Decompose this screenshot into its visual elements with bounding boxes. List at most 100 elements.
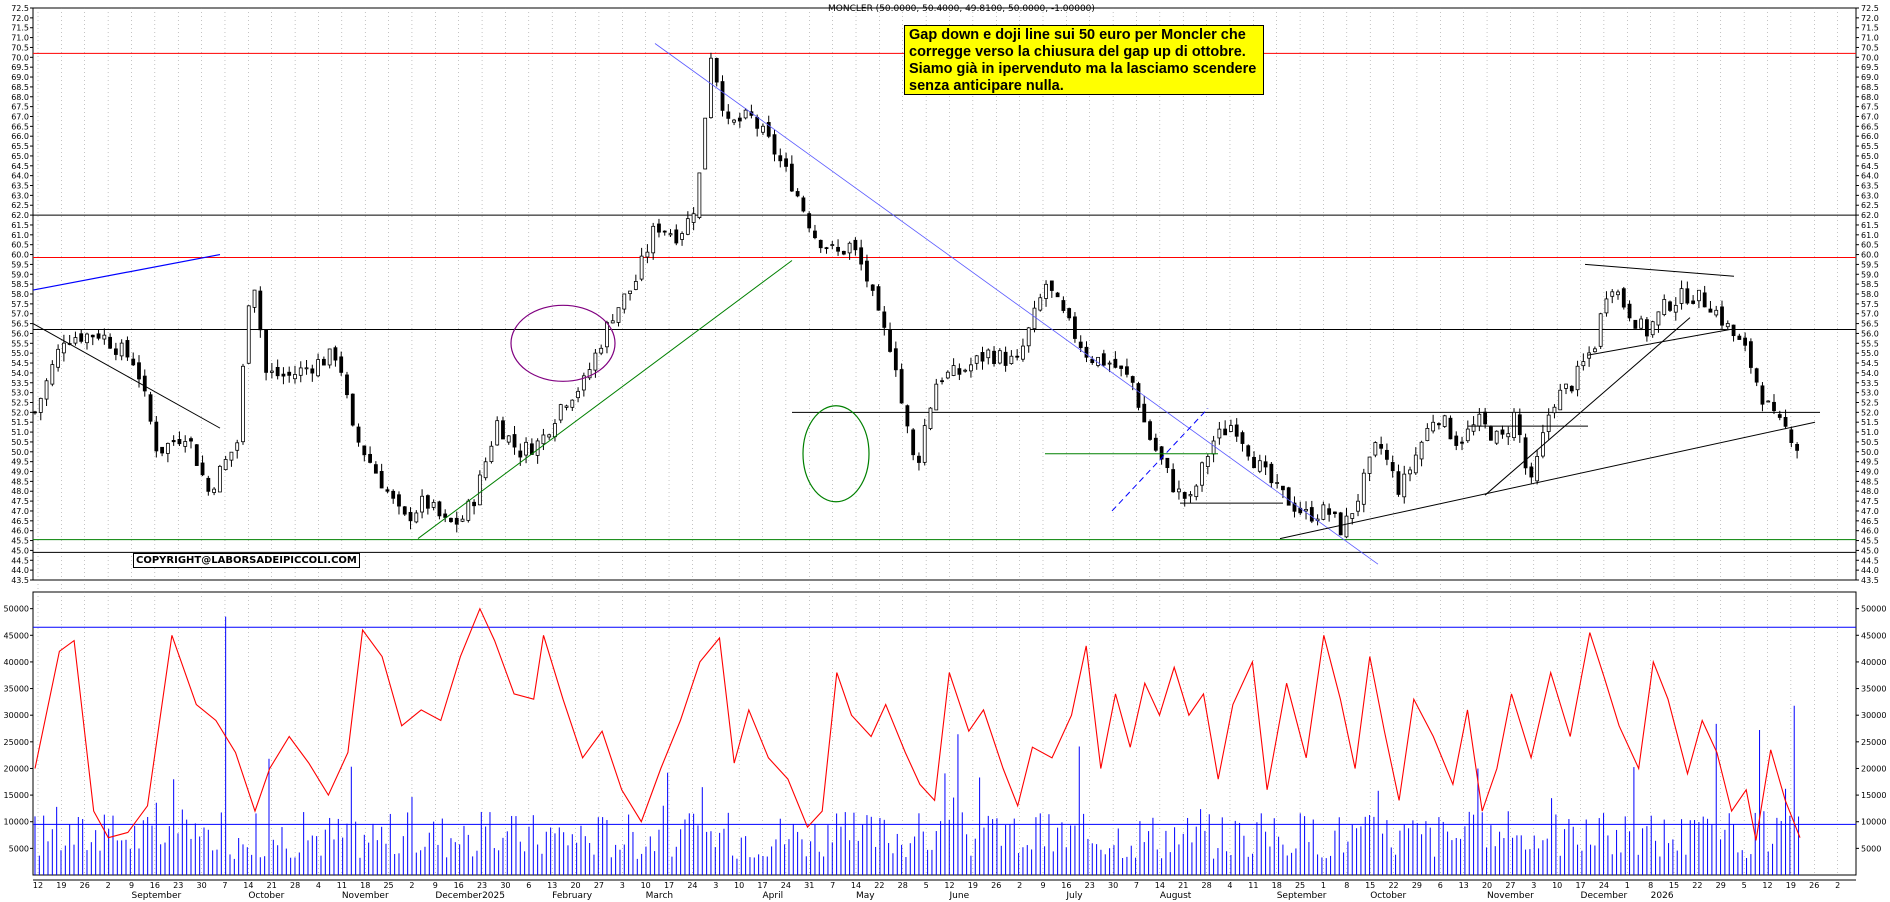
y-tick-label: 49.5 (11, 458, 29, 467)
y-tick-label: 51.5 (11, 418, 29, 427)
candle-body (1159, 446, 1164, 460)
y-tick-label: 57.5 (11, 300, 29, 309)
candle-body (327, 348, 332, 366)
candle-body (1171, 469, 1176, 493)
candle-body (460, 518, 465, 522)
x-tick-label: 11 (1248, 881, 1258, 890)
candle-body (1367, 456, 1372, 474)
candle-body (425, 495, 430, 509)
x-tick-label: 18 (360, 881, 370, 890)
candle-body (1413, 454, 1418, 474)
candle-body (1229, 425, 1233, 432)
candle-body (1217, 428, 1222, 439)
x-month-label: December (1581, 891, 1628, 901)
x-tick-label: 4 (316, 881, 321, 890)
candle-body (316, 359, 320, 377)
x-tick-label: 15 (1669, 881, 1679, 890)
candle-body (1431, 421, 1436, 432)
candle-body (1662, 299, 1667, 315)
y-tick-label: 59.0 (1861, 270, 1879, 279)
candle-body (801, 197, 806, 212)
candle-body (1569, 385, 1574, 392)
y-tick-label: 61.5 (1861, 221, 1879, 230)
y-tick-label: 65.5 (11, 142, 29, 151)
candle-body (1425, 428, 1430, 442)
y-tick-label: 63.5 (11, 182, 29, 191)
candle-body (888, 329, 892, 352)
candle-body (1113, 358, 1118, 368)
candle-body (674, 229, 679, 244)
candle-body (1696, 289, 1701, 302)
candle-body (1731, 324, 1736, 337)
candle-body (1598, 313, 1603, 347)
y-tick-label: 48.0 (11, 487, 29, 496)
candle-body (1627, 303, 1632, 319)
candle-body (408, 511, 413, 522)
annotation-line: Siamo già in ipervenduto ma la lasciamo … (909, 61, 1257, 77)
candle-body (454, 517, 459, 525)
y-tick-label: 58.0 (1861, 290, 1879, 299)
y-tick-label: 68.5 (11, 83, 29, 92)
candle-body (1581, 361, 1586, 367)
candle-body (1021, 345, 1025, 360)
y-tick-label: 53.5 (1861, 379, 1879, 388)
candle-body (96, 333, 101, 339)
highlight-ellipse-purple (510, 304, 616, 382)
candle-body (356, 426, 361, 443)
volume-tick-label: 15000 (1861, 791, 1886, 800)
x-tick-label: 20 (1482, 881, 1492, 890)
candle-body (1673, 304, 1678, 313)
x-tick-label: 26 (991, 881, 1001, 890)
candle-body (420, 495, 424, 513)
candle-body (142, 375, 147, 392)
candle-body (974, 355, 979, 364)
candle-body (160, 446, 165, 454)
y-tick-label: 59.5 (11, 260, 29, 269)
trendline-breakout (1484, 317, 1691, 496)
y-tick-label: 55.5 (11, 339, 29, 348)
x-tick-label: 6 (526, 881, 531, 890)
y-tick-label: 52.0 (1861, 408, 1879, 417)
candle-body (1396, 471, 1401, 495)
candle-body (697, 172, 702, 218)
candle-body (246, 305, 251, 364)
highlight-ellipse-green (802, 405, 870, 503)
candle-body (1471, 424, 1476, 432)
y-tick-label: 58.5 (1861, 280, 1879, 289)
candle-body (1200, 462, 1204, 486)
x-month-label: December (435, 891, 482, 901)
candle-body (622, 293, 627, 310)
x-month-label: 2026 (1651, 891, 1674, 901)
candle-body (1361, 472, 1366, 505)
y-tick-label: 52.5 (1861, 398, 1879, 407)
x-month-label: May (856, 891, 875, 901)
candle-body (1136, 383, 1141, 408)
candle-body (1708, 308, 1713, 313)
x-tick-label: 29 (1716, 881, 1726, 890)
candle-body (1564, 383, 1568, 389)
x-tick-label: 19 (968, 881, 978, 890)
y-tick-label: 47.0 (11, 507, 29, 516)
x-tick-label: 1 (1625, 881, 1630, 890)
y-tick-label: 55.5 (1861, 339, 1879, 348)
candle-body (1743, 337, 1748, 346)
candle-body (870, 284, 875, 291)
volume-tick-label: 20000 (4, 764, 29, 773)
y-tick-label: 43.5 (1861, 576, 1879, 585)
candle-body (1523, 437, 1528, 469)
y-tick-label: 67.5 (11, 103, 29, 112)
candle-body (472, 501, 476, 507)
candle-body (784, 158, 788, 167)
candle-body (1130, 376, 1135, 383)
x-tick-label: 12 (33, 881, 43, 890)
volume-moving-average (34, 607, 1801, 841)
y-tick-label: 66.0 (11, 132, 29, 141)
x-month-label: November (342, 891, 389, 901)
candle-body (1234, 424, 1239, 437)
candle-body (1587, 352, 1592, 359)
candle-body (1408, 469, 1412, 475)
candle-body (766, 122, 771, 137)
y-tick-label: 48.0 (1861, 487, 1879, 496)
candle-body (1656, 311, 1661, 326)
candle-body (73, 337, 78, 344)
